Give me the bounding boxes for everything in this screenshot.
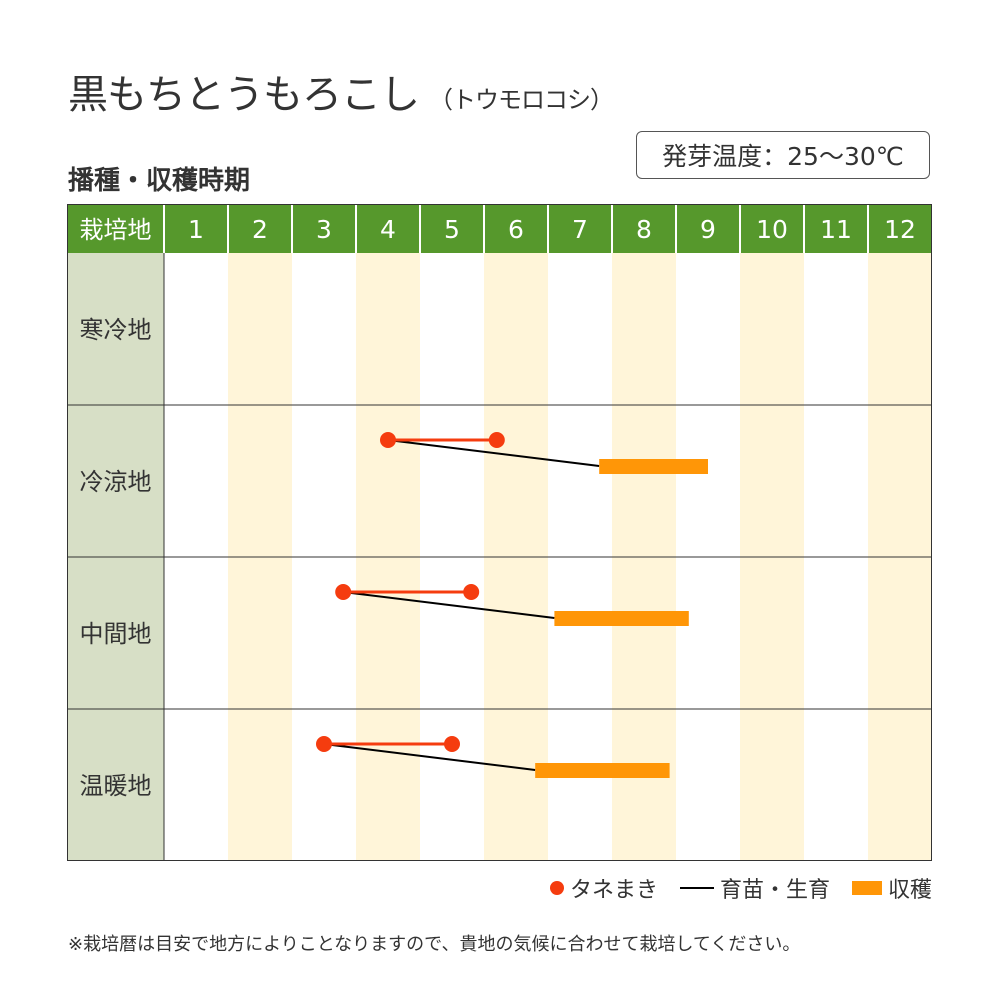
growing-line (323, 743, 536, 771)
germination-temp-badge: 発芽温度：25～30℃ (636, 131, 930, 179)
harvest-bar (599, 459, 708, 474)
legend: タネまき 育苗・生育 収穫 (549, 872, 932, 904)
sowing-start-dot (335, 584, 352, 600)
sowing-end-dot (488, 432, 505, 448)
month-label: 6 (508, 215, 524, 244)
header-bar (67, 204, 932, 253)
legend-label: 育苗・生育 (719, 878, 830, 903)
legend-label: タネまき (569, 878, 658, 903)
sowing-end-dot (463, 584, 480, 600)
month-label: 2 (252, 215, 268, 244)
sowing-start-dot (380, 432, 396, 448)
region-label: 寒冷地 (80, 316, 152, 344)
month-label: 4 (380, 215, 396, 244)
growing-line (343, 591, 555, 619)
growing-line-icon (679, 887, 714, 889)
header-label: 栽培地 (80, 216, 152, 244)
chart-subtitle: 播種・収穫時期 (68, 166, 251, 196)
month-label: 10 (756, 215, 788, 244)
month-label: 8 (636, 215, 652, 244)
page-title: 黒もちとうもろこし （トウモロコシ） (68, 62, 614, 120)
month-label: 5 (444, 215, 460, 244)
month-label: 3 (316, 215, 332, 244)
sowing-end-dot (444, 736, 460, 752)
legend-harvest: 収穫 (851, 872, 932, 904)
legend-growing: 育苗・生育 (679, 872, 830, 904)
month-label: 1 (188, 215, 204, 244)
harvest-bar (535, 763, 670, 778)
legend-sowing: タネまき (549, 872, 658, 904)
harvest-bar-icon (851, 881, 882, 895)
region-label: 温暖地 (80, 772, 152, 800)
chart-border (67, 204, 932, 861)
title-text: 黒もちとうもろこし (68, 72, 420, 118)
month-label: 9 (700, 215, 716, 244)
month-label: 12 (884, 215, 916, 244)
region-label: 中間地 (80, 620, 152, 648)
legend-label: 収穫 (887, 878, 932, 903)
harvest-bar (554, 611, 689, 626)
region-label: 冷涼地 (80, 468, 152, 496)
month-label: 7 (572, 215, 588, 244)
month-label: 11 (820, 215, 852, 244)
growing-line (387, 439, 600, 467)
sowing-start-dot (316, 736, 332, 752)
sowing-dot-icon (549, 881, 564, 895)
footnote: ※栽培暦は目安で地方によりことなりますので、貴地の気候に合わせて栽培してください… (68, 934, 801, 955)
title-sub: （トウモロコシ） (429, 86, 614, 114)
